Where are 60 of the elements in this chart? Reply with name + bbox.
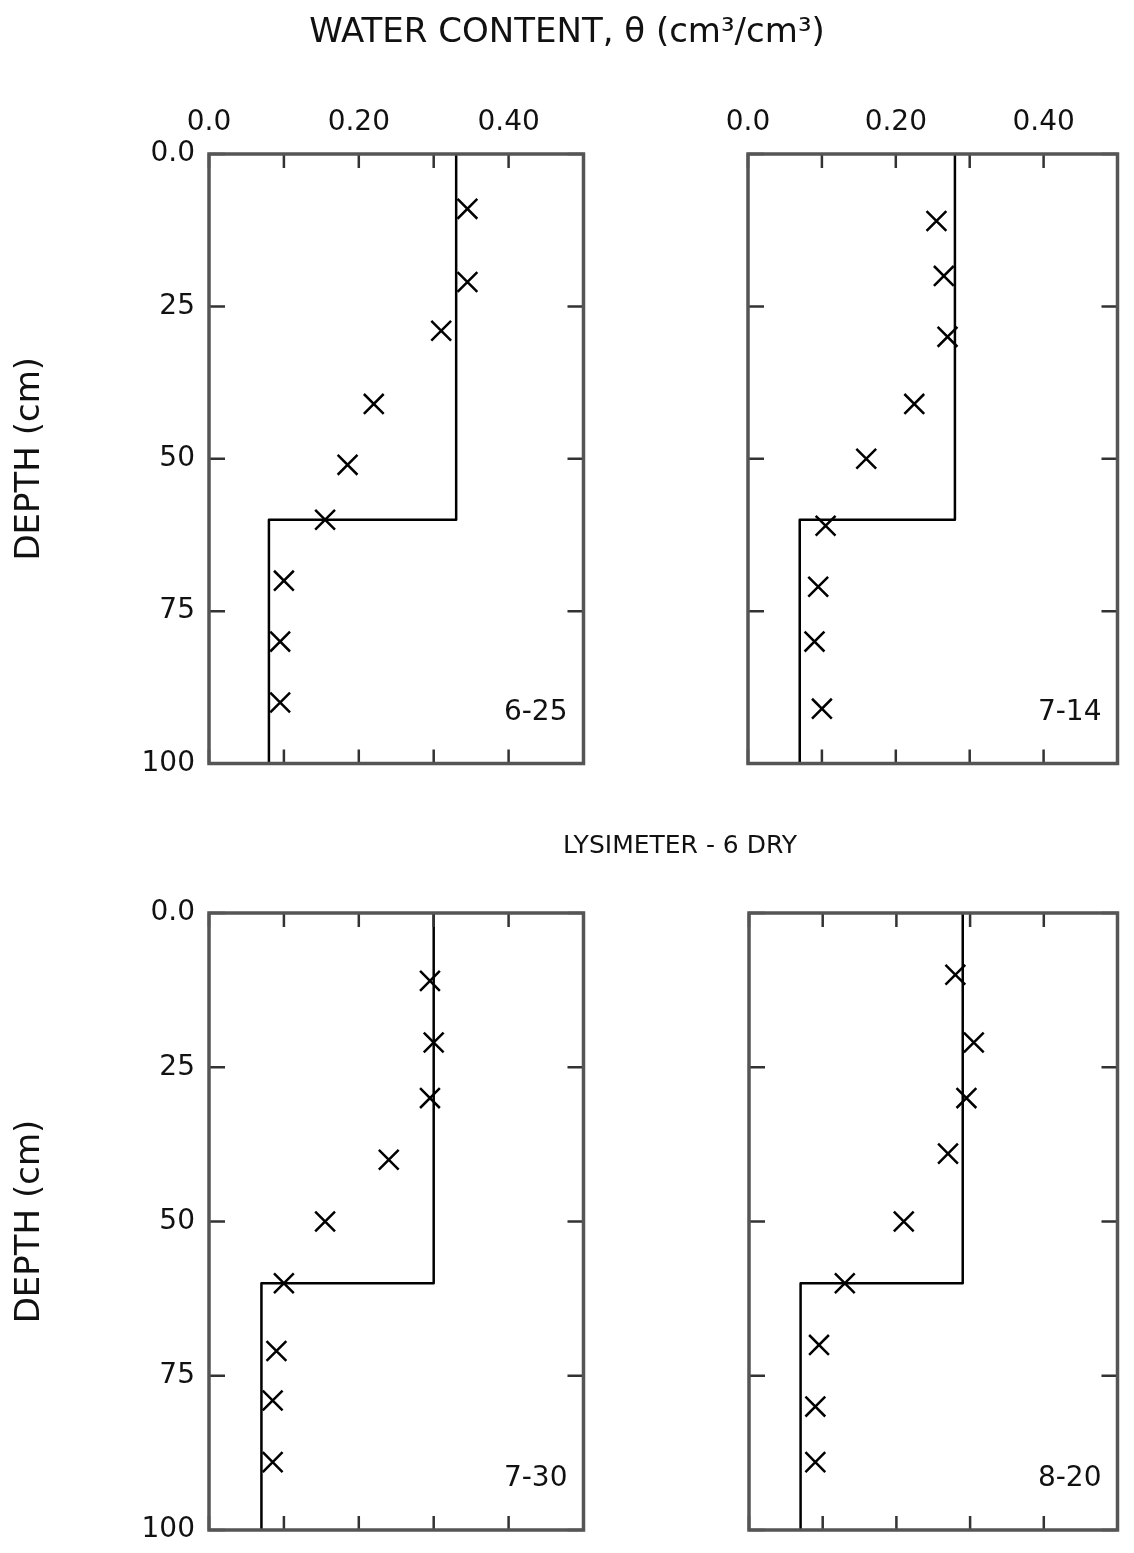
x-tick-label: 0.0 bbox=[725, 104, 771, 138]
point bbox=[418, 1086, 442, 1110]
point bbox=[925, 209, 948, 233]
point bbox=[807, 575, 830, 598]
point bbox=[430, 319, 453, 342]
point bbox=[804, 1395, 827, 1418]
point bbox=[936, 325, 959, 348]
x-tick-label: 0.20 bbox=[864, 104, 927, 138]
point bbox=[261, 1389, 284, 1412]
point bbox=[261, 1450, 284, 1474]
y-axis-title: DEPTH (cm) bbox=[7, 356, 48, 561]
point bbox=[955, 1086, 978, 1110]
point bbox=[944, 963, 967, 986]
x-tick-label: 0.40 bbox=[477, 104, 540, 138]
x-axis-title: WATER CONTENT, θ (cm³/cm³) bbox=[309, 10, 825, 50]
point bbox=[313, 508, 337, 531]
point bbox=[265, 1339, 288, 1363]
point bbox=[932, 264, 955, 288]
point bbox=[362, 392, 385, 416]
annotation: 7-30 bbox=[503, 1460, 568, 1493]
point bbox=[456, 197, 479, 220]
point bbox=[903, 392, 926, 416]
x-tick-label: 0.40 bbox=[1012, 104, 1075, 138]
point bbox=[936, 1142, 960, 1165]
point bbox=[833, 1272, 856, 1295]
point bbox=[855, 447, 878, 470]
point bbox=[272, 569, 296, 592]
point bbox=[377, 1148, 400, 1171]
annotation: 6-25 bbox=[503, 693, 568, 727]
y-axis-title: DEPTH (cm) bbox=[7, 1119, 48, 1324]
point bbox=[810, 697, 834, 720]
y-tick-label: 100 bbox=[141, 1511, 195, 1545]
point bbox=[456, 270, 479, 294]
point bbox=[422, 1031, 445, 1054]
y-tick-label: 50 bbox=[159, 440, 195, 474]
point bbox=[962, 1031, 985, 1054]
point bbox=[814, 514, 837, 537]
y-tick-label: 25 bbox=[159, 1048, 195, 1082]
y-tick-label: 50 bbox=[159, 1202, 195, 1236]
y-tick-label: 75 bbox=[159, 1357, 195, 1391]
point bbox=[804, 1450, 827, 1474]
y-tick-label: 100 bbox=[141, 744, 195, 778]
y-tick-label: 0.0 bbox=[150, 135, 195, 169]
point bbox=[313, 1210, 337, 1233]
x-tick-label: 0.20 bbox=[327, 104, 390, 138]
point bbox=[892, 1210, 915, 1233]
point bbox=[418, 969, 442, 993]
annotation: 8-20 bbox=[1037, 1460, 1102, 1493]
point bbox=[269, 630, 292, 653]
x-tick-label: 0.0 bbox=[186, 104, 232, 138]
y-tick-label: 25 bbox=[159, 287, 195, 321]
text: LYSIMETER - 6 DRY bbox=[563, 830, 797, 859]
point bbox=[803, 630, 826, 653]
point bbox=[272, 1272, 296, 1295]
annotation: 7-14 bbox=[1037, 693, 1102, 727]
point bbox=[336, 453, 359, 476]
point bbox=[807, 1333, 831, 1357]
y-tick-label: 75 bbox=[159, 592, 195, 626]
y-tick-label: 0.0 bbox=[150, 894, 195, 928]
point bbox=[269, 691, 292, 714]
